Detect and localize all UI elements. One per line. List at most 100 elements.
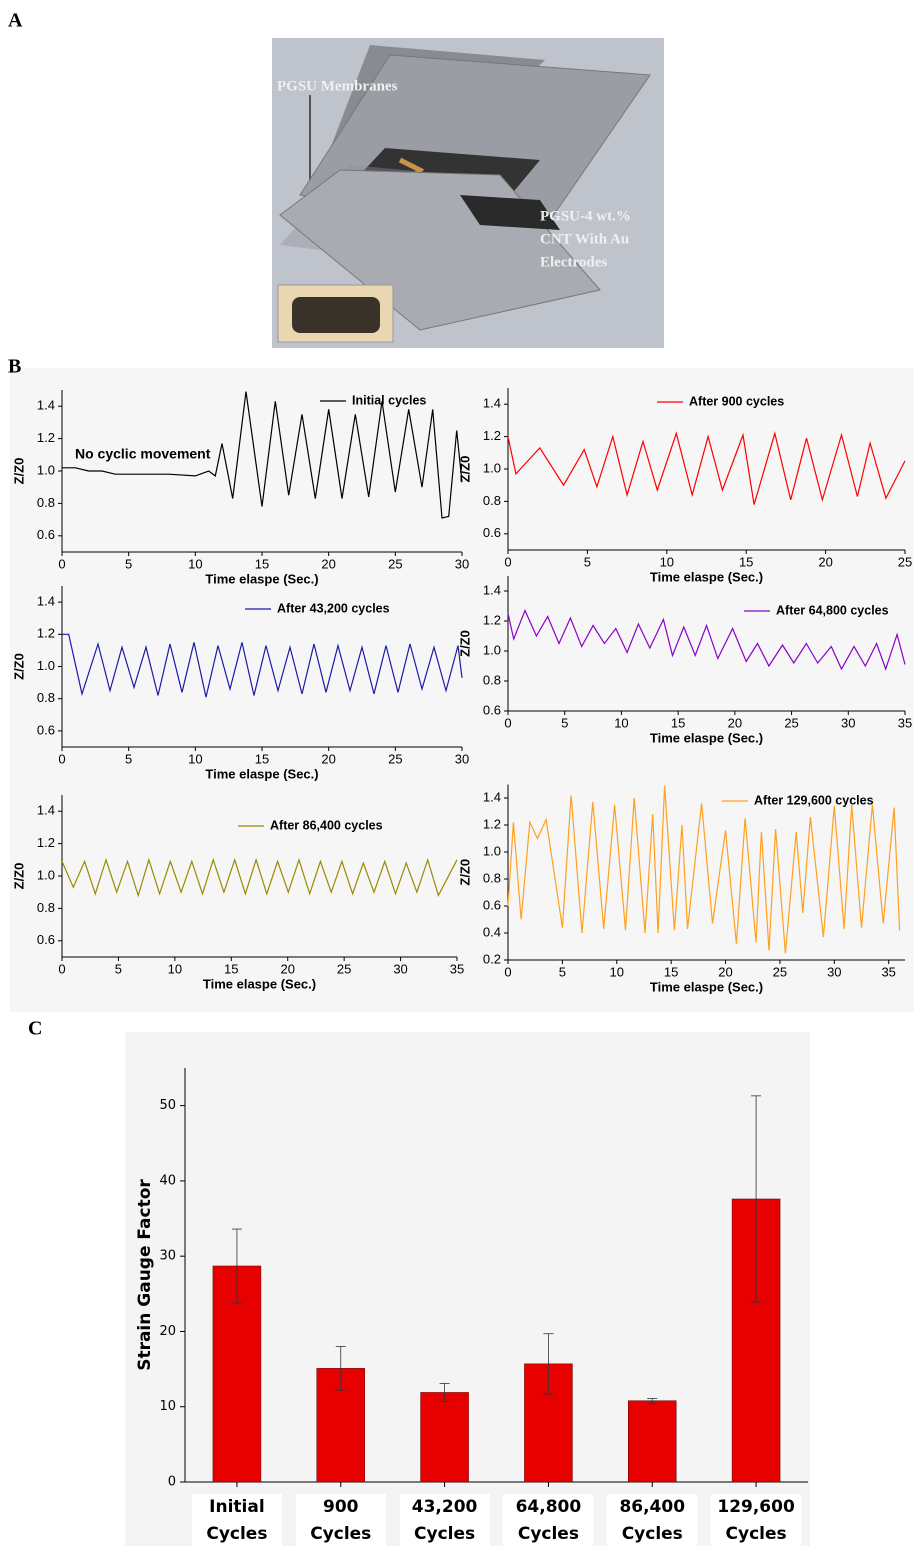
x-tick-label: 15 <box>224 961 238 976</box>
y-tick-label: 1.0 <box>37 658 55 673</box>
x-axis-label: Time elaspe (Sec.) <box>650 979 763 994</box>
x-tick-label: 900 Cycles <box>295 1494 386 1546</box>
y-tick-label: 0.6 <box>483 702 501 717</box>
y-tick-label: 0.8 <box>483 493 501 508</box>
y-tick-label: 1.4 <box>483 582 501 597</box>
x-tick-label: 15 <box>739 554 753 569</box>
x-tick-label: 10 <box>610 964 624 979</box>
y-axis-label: Z/Z0 <box>457 456 472 483</box>
x-tick-label: 20 <box>718 964 732 979</box>
x-tick-label: 0 <box>58 961 65 976</box>
x-tick-label: 35 <box>898 715 912 730</box>
data-line <box>507 431 906 505</box>
y-tick-label: 0.8 <box>483 672 501 687</box>
x-tick-label: 35 <box>450 961 464 976</box>
data-line <box>62 633 463 698</box>
y-tick-label: 0.6 <box>37 932 55 947</box>
x-tick-label: 25 <box>388 751 402 766</box>
y-tick-label: 0.6 <box>37 527 55 542</box>
y-tick-label: 1.0 <box>483 642 501 657</box>
y-tick-label: 10 <box>159 1399 176 1414</box>
y-tick-label: 1.0 <box>483 460 501 475</box>
y-tick-label: 0.6 <box>37 722 55 737</box>
panel-label: A <box>8 10 23 32</box>
x-tick-label: 5 <box>125 751 132 766</box>
x-tick-label: 25 <box>784 715 798 730</box>
y-tick-label: 1.4 <box>37 594 55 609</box>
diagram-label: CNT With Au <box>540 231 629 247</box>
x-tick-label: 25 <box>388 556 402 571</box>
panel-label: B <box>8 356 21 378</box>
x-tick-label: 10 <box>188 751 202 766</box>
bar <box>628 1400 677 1483</box>
x-axis-label: Time elaspe (Sec.) <box>205 571 318 586</box>
x-tick-label: 30 <box>841 715 855 730</box>
y-tick-label: 0.2 <box>483 951 501 966</box>
x-tick-label: 15 <box>255 556 269 571</box>
x-tick-label: 20 <box>321 556 335 571</box>
y-tick-label: 20 <box>159 1324 176 1339</box>
y-tick-label: 1.2 <box>483 612 501 627</box>
legend-label: After 900 cycles <box>689 394 784 408</box>
x-tick-label: 10 <box>614 715 628 730</box>
y-axis-label: Z/Z0 <box>457 859 472 886</box>
y-tick-label: 1.2 <box>483 428 501 443</box>
y-axis-label: Z/Z0 <box>11 863 26 890</box>
x-tick-label: 5 <box>115 961 122 976</box>
sensor-film <box>460 195 560 230</box>
diagram-label: Electrodes <box>540 254 607 270</box>
y-tick-label: 1.4 <box>37 398 55 413</box>
x-tick-label: 35 <box>881 964 895 979</box>
legend-label: After 129,600 cycles <box>754 793 874 807</box>
panel-b-background <box>10 368 914 1012</box>
x-tick-label: 20 <box>280 961 294 976</box>
x-tick-label: 10 <box>168 961 182 976</box>
x-tick-label: 10 <box>188 556 202 571</box>
y-tick-label: 1.2 <box>37 626 55 641</box>
annotation: No cyclic movement <box>75 446 211 462</box>
legend-label: Initial cycles <box>352 393 426 407</box>
y-tick-label: 0 <box>168 1475 176 1490</box>
data-line <box>61 857 458 898</box>
x-tick-label: 25 <box>898 554 912 569</box>
y-tick-label: 40 <box>159 1173 176 1188</box>
legend-label: After 43,200 cycles <box>277 601 390 615</box>
x-tick-label: 0 <box>504 715 511 730</box>
diagram-label: PGSU Membranes <box>277 78 398 94</box>
y-tick-label: 0.8 <box>37 495 55 510</box>
device-diagram: PGSU Membranes PGSU-4 wt.% CNT With Au E… <box>272 38 664 348</box>
x-tick-label: 0 <box>58 556 65 571</box>
y-tick-label: 1.0 <box>37 462 55 477</box>
diagram-label: PGSU-4 wt.% <box>540 208 631 224</box>
y-tick-label: 0.6 <box>483 897 501 912</box>
y-tick-label: 0.4 <box>483 924 501 939</box>
x-axis-label: Time elaspe (Sec.) <box>650 730 763 745</box>
data-line <box>62 391 463 519</box>
x-tick-label: Initial Cycles <box>191 1494 282 1546</box>
legend-label: After 86,400 cycles <box>270 818 383 832</box>
x-tick-label: 129,600 Cycles <box>711 1494 802 1546</box>
inset-device <box>292 297 380 333</box>
x-tick-label: 25 <box>337 961 351 976</box>
data-line <box>507 608 906 671</box>
data-line <box>507 785 901 954</box>
x-tick-label: 43,200 Cycles <box>399 1494 490 1546</box>
y-tick-label: 30 <box>159 1249 176 1264</box>
y-tick-label: 0.8 <box>483 870 501 885</box>
x-tick-label: 5 <box>559 964 566 979</box>
x-tick-label: 15 <box>255 751 269 766</box>
y-tick-label: 1.4 <box>483 396 501 411</box>
panel-label: C <box>28 1018 42 1040</box>
x-tick-label: 64,800 Cycles <box>503 1494 594 1546</box>
x-tick-label: 30 <box>827 964 841 979</box>
x-tick-label: 0 <box>504 964 511 979</box>
x-axis-label: Time elaspe (Sec.) <box>203 976 316 991</box>
y-axis-label: Z/Z0 <box>11 458 26 485</box>
x-tick-label: 25 <box>773 964 787 979</box>
x-tick-label: 30 <box>455 556 469 571</box>
y-tick-label: 1.2 <box>483 816 501 831</box>
y-tick-label: 1.4 <box>483 789 501 804</box>
x-tick-label: 15 <box>671 715 685 730</box>
x-tick-label: 0 <box>504 554 511 569</box>
